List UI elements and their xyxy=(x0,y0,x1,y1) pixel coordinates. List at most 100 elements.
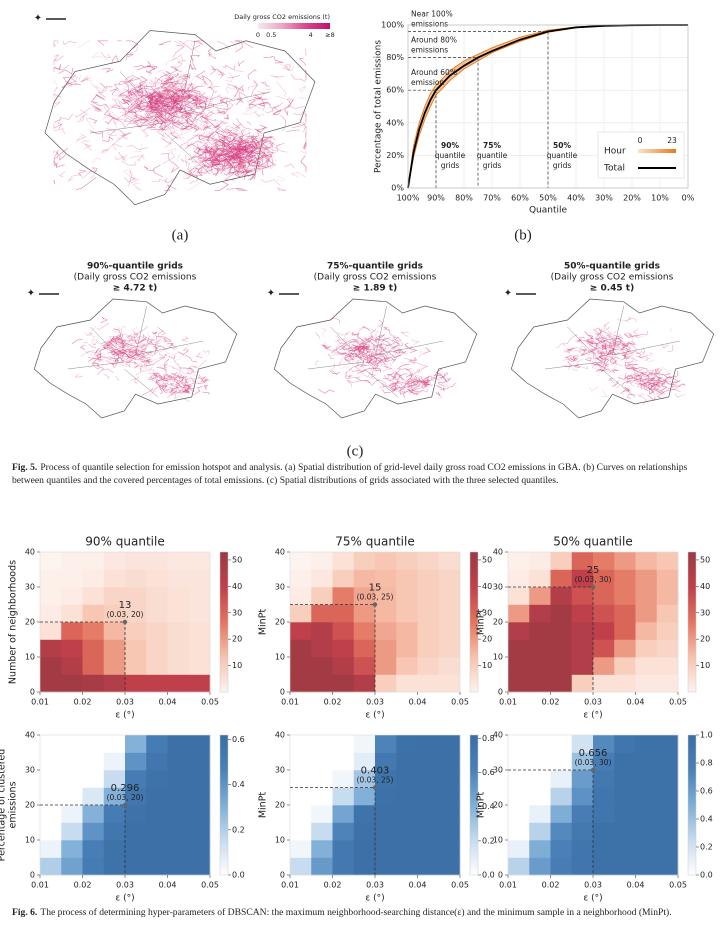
road xyxy=(622,353,627,360)
road xyxy=(303,125,307,137)
road xyxy=(77,40,91,48)
heat-cell xyxy=(125,822,147,841)
road xyxy=(268,104,279,112)
road xyxy=(678,383,686,388)
heat-cell xyxy=(508,840,530,858)
road xyxy=(611,380,619,388)
y-tick-label: 10 xyxy=(275,836,285,845)
road xyxy=(348,355,354,363)
road xyxy=(104,117,114,125)
road xyxy=(372,348,376,353)
road xyxy=(371,342,383,348)
road xyxy=(228,163,240,168)
road xyxy=(155,71,171,83)
heat-cell xyxy=(635,552,658,570)
road xyxy=(172,116,180,119)
road xyxy=(667,344,674,353)
road xyxy=(365,334,374,341)
caption-label: Fig. 5. xyxy=(12,462,38,473)
legend-range: 23 xyxy=(667,136,677,145)
road xyxy=(163,113,172,120)
heat-cell xyxy=(82,587,105,605)
road xyxy=(223,168,232,176)
x-axis-label: ε (°) xyxy=(365,894,384,904)
road xyxy=(421,384,429,389)
road xyxy=(403,358,416,364)
road xyxy=(139,115,149,121)
road xyxy=(346,374,351,380)
heat-cell xyxy=(375,569,397,588)
y-tick-label: 30 xyxy=(25,766,35,775)
road xyxy=(392,345,398,356)
road xyxy=(199,133,209,141)
road xyxy=(115,330,122,340)
road xyxy=(240,145,249,153)
road xyxy=(627,394,636,399)
heat-cell xyxy=(146,604,168,623)
road xyxy=(612,341,621,345)
road xyxy=(203,378,208,383)
road xyxy=(222,64,234,71)
road xyxy=(170,131,179,139)
x-tick-label: 0.04 xyxy=(409,881,427,890)
road xyxy=(365,361,375,366)
road xyxy=(247,162,262,171)
x-tick-label: 100% xyxy=(397,194,420,203)
road xyxy=(112,359,125,365)
heat-cell xyxy=(635,787,658,806)
road xyxy=(357,351,361,356)
road xyxy=(624,355,635,364)
road xyxy=(204,163,221,171)
road xyxy=(189,120,198,133)
road xyxy=(642,384,652,391)
road xyxy=(318,389,335,394)
heat-cell xyxy=(550,805,573,823)
road xyxy=(231,92,241,100)
road xyxy=(133,65,146,71)
heat-cell xyxy=(529,822,551,841)
road xyxy=(127,345,139,348)
x-tick-label: 60% xyxy=(511,194,529,203)
heat-cell xyxy=(353,674,376,693)
road xyxy=(247,98,267,102)
y-axis-label: MinPt xyxy=(476,792,487,819)
road xyxy=(216,161,230,168)
district-boundary xyxy=(135,340,204,356)
road xyxy=(131,89,135,99)
road xyxy=(593,347,608,350)
road xyxy=(194,94,213,100)
road xyxy=(227,137,241,144)
road xyxy=(286,129,300,132)
road xyxy=(206,131,215,142)
road xyxy=(366,338,377,344)
road xyxy=(162,77,188,86)
map-title: 50%-quantile grids xyxy=(564,262,660,272)
road xyxy=(194,171,203,178)
road xyxy=(611,360,624,367)
road xyxy=(623,354,631,360)
road xyxy=(189,54,200,61)
road xyxy=(186,167,201,179)
heat-cell xyxy=(417,622,440,640)
heat-cell xyxy=(125,857,147,876)
annotation: 75% xyxy=(483,141,501,150)
colorbar-tick-label: 0.0 xyxy=(700,871,713,880)
road xyxy=(628,318,637,323)
road xyxy=(339,345,347,349)
road xyxy=(569,354,580,362)
road xyxy=(636,393,645,398)
road xyxy=(130,337,139,342)
colorbar-tick-label: 30 xyxy=(232,608,242,617)
road xyxy=(251,155,262,166)
road xyxy=(178,120,192,126)
heat-cell xyxy=(508,587,530,605)
road xyxy=(145,351,158,357)
road xyxy=(202,144,213,152)
road xyxy=(151,115,159,125)
road xyxy=(179,367,193,370)
road xyxy=(632,368,644,374)
road xyxy=(244,171,251,180)
road xyxy=(210,91,220,100)
road xyxy=(270,75,285,79)
